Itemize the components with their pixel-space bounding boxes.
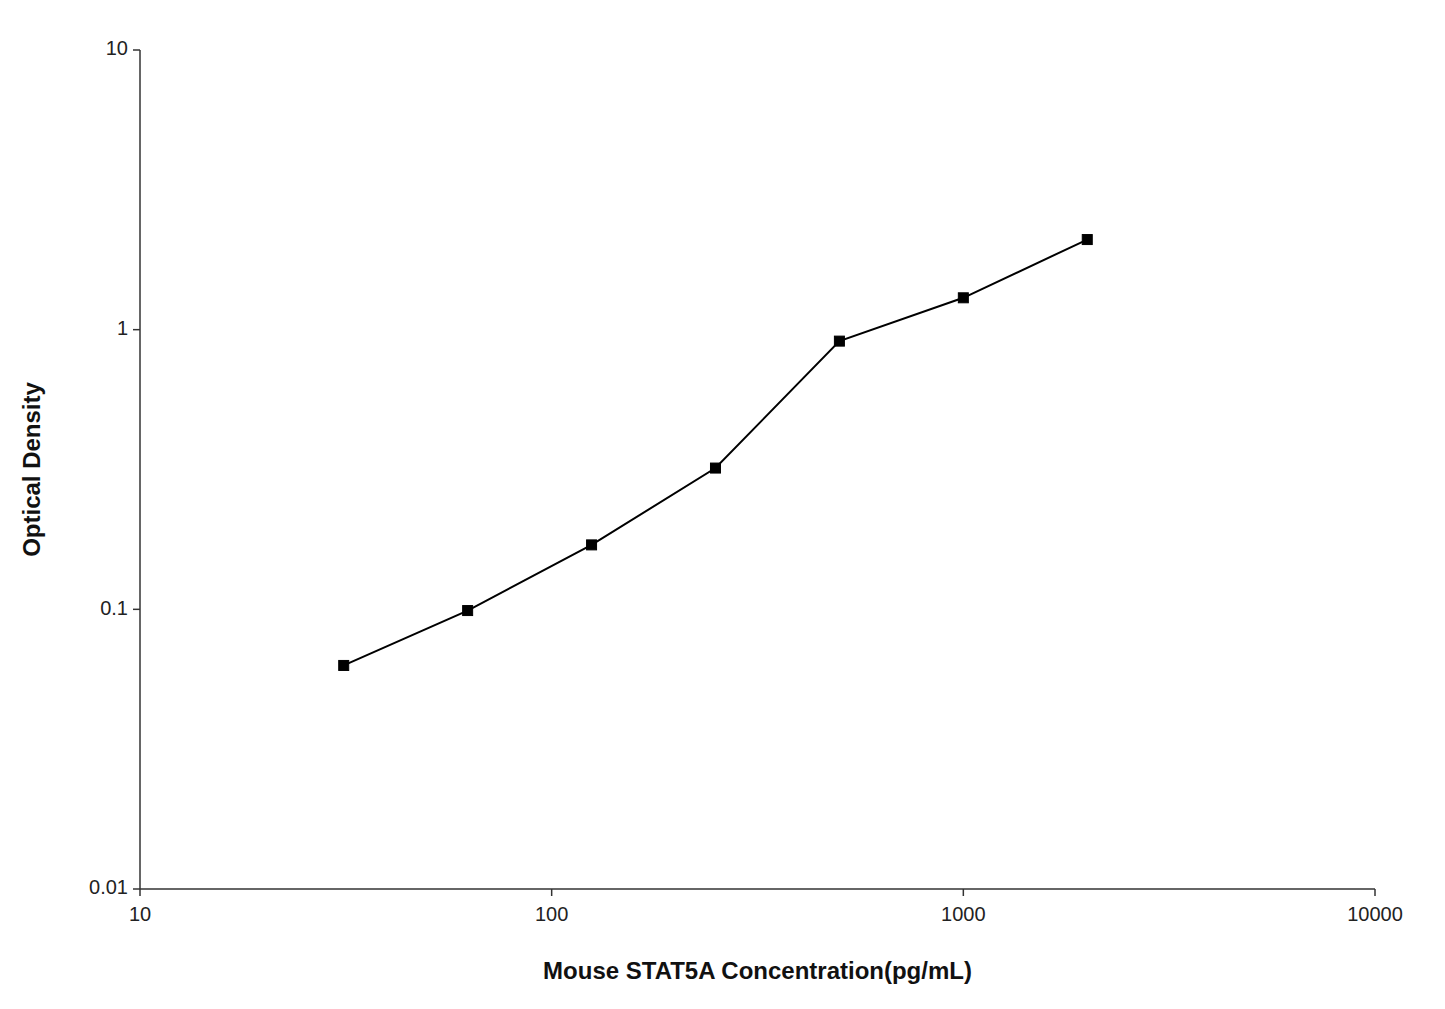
y-axis-line <box>139 50 141 889</box>
plot-area <box>339 235 1093 671</box>
y-tick-label: 1 <box>117 317 128 339</box>
data-point <box>958 293 968 303</box>
y-tick <box>133 609 140 611</box>
axes: 10 100 1000 10000 0.01 0.1 1 10 <box>89 37 1403 925</box>
chart-container: 10 100 1000 10000 0.01 0.1 1 10 Mouse STAT5A Con… <box>0 0 1445 1009</box>
data-point <box>339 660 349 670</box>
chart-svg: 10 100 1000 10000 0.01 0.1 1 10 Mouse STAT5A Con… <box>0 0 1445 1009</box>
y-tick-label: 0.1 <box>100 597 128 619</box>
x-tick <box>1374 889 1376 896</box>
data-point <box>710 463 720 473</box>
data-point <box>463 606 473 616</box>
x-tick <box>551 889 553 896</box>
background <box>0 0 1445 1009</box>
data-point <box>587 540 597 550</box>
y-tick <box>133 329 140 331</box>
x-tick <box>963 889 965 896</box>
y-tick <box>133 49 140 51</box>
x-tick-label: 1000 <box>941 903 986 925</box>
y-tick-label: 0.01 <box>89 876 128 898</box>
data-line <box>344 240 1088 666</box>
x-axis-line <box>140 888 1375 890</box>
x-tick-label: 100 <box>535 903 568 925</box>
x-tick-label: 10000 <box>1347 903 1403 925</box>
x-axis-label: Mouse STAT5A Concentration(pg/mL) <box>543 957 972 984</box>
x-tick-label: 10 <box>129 903 151 925</box>
x-tick <box>139 889 141 896</box>
data-point <box>1082 235 1092 245</box>
data-point <box>834 336 844 346</box>
y-tick <box>133 888 140 890</box>
y-axis-label: Optical Density <box>18 381 45 556</box>
y-tick-label: 10 <box>106 37 128 59</box>
